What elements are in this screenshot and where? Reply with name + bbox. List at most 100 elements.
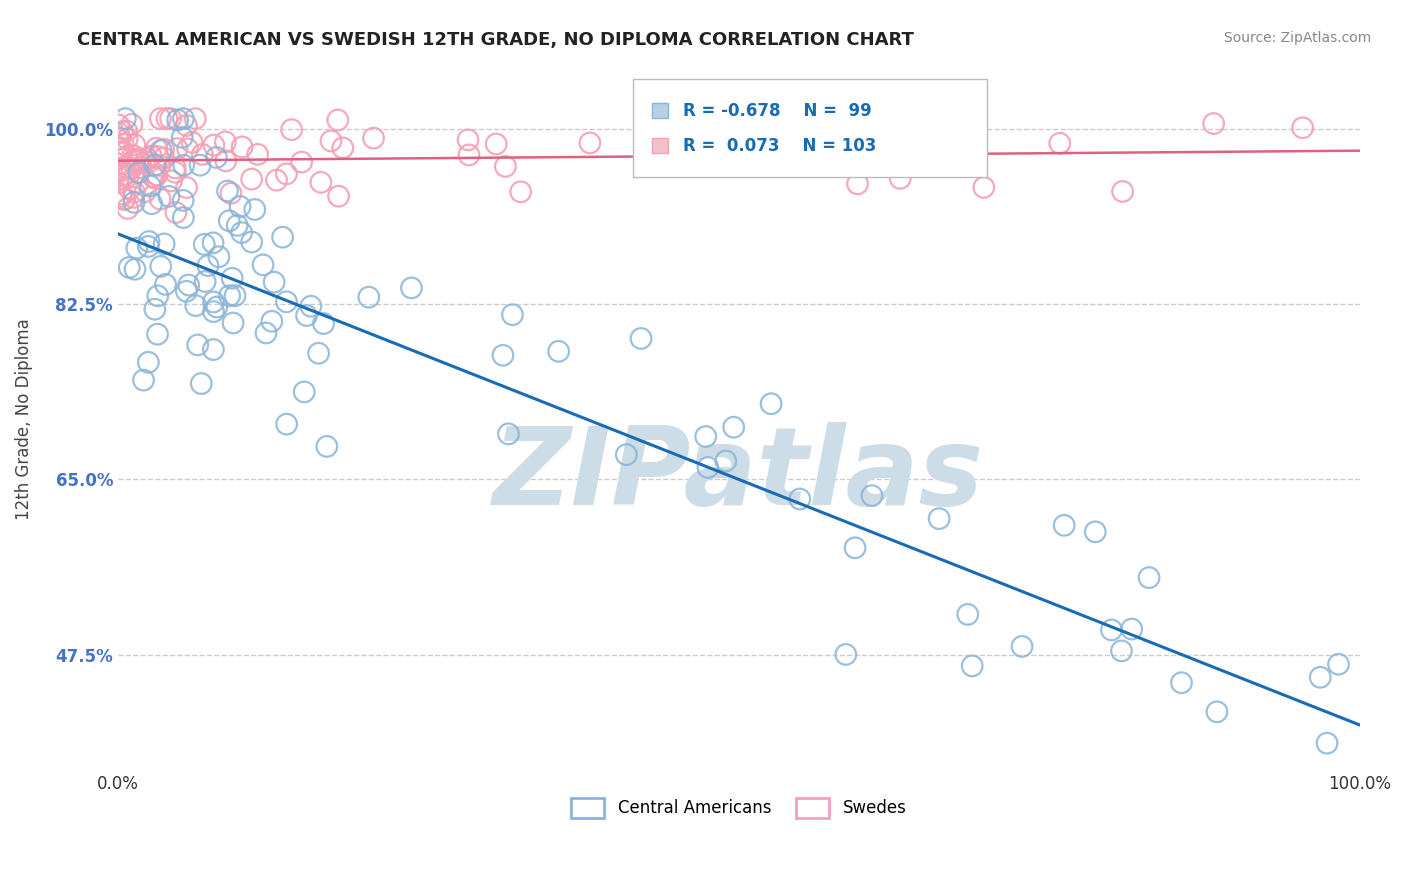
Point xyxy=(218,288,240,302)
Point xyxy=(221,271,243,285)
Point xyxy=(547,344,569,359)
Point xyxy=(1111,644,1133,658)
Point xyxy=(205,151,228,165)
Text: Source: ZipAtlas.com: Source: ZipAtlas.com xyxy=(1223,31,1371,45)
Point xyxy=(127,154,149,169)
FancyBboxPatch shape xyxy=(633,79,987,178)
Point xyxy=(187,338,209,352)
Point xyxy=(1011,640,1033,654)
Point xyxy=(498,426,520,441)
Point xyxy=(121,148,143,162)
Point xyxy=(772,123,794,137)
Point xyxy=(956,607,979,622)
Point xyxy=(263,275,285,289)
Point xyxy=(128,152,150,166)
Point xyxy=(166,112,188,127)
Point xyxy=(205,300,228,314)
Point xyxy=(291,155,314,169)
Point xyxy=(124,185,146,199)
Point xyxy=(121,117,143,131)
Point xyxy=(150,144,173,158)
Point xyxy=(222,316,245,330)
Point xyxy=(136,239,159,253)
Point xyxy=(1202,116,1225,130)
Point xyxy=(326,113,349,128)
Point xyxy=(509,185,531,199)
Point xyxy=(110,141,132,155)
Point xyxy=(172,194,194,208)
Point xyxy=(132,373,155,387)
Point xyxy=(107,126,129,140)
Point xyxy=(107,157,129,171)
Point xyxy=(152,151,174,165)
Text: CENTRAL AMERICAN VS SWEDISH 12TH GRADE, NO DIPLOMA CORRELATION CHART: CENTRAL AMERICAN VS SWEDISH 12TH GRADE, … xyxy=(77,31,914,49)
Point xyxy=(124,153,146,167)
Point xyxy=(143,158,166,172)
Point xyxy=(1049,136,1071,151)
Point xyxy=(1206,705,1229,719)
Point xyxy=(146,327,169,342)
Point xyxy=(134,185,156,199)
Point xyxy=(363,131,385,145)
Point xyxy=(110,189,132,203)
Point xyxy=(308,346,330,360)
Point xyxy=(309,175,332,189)
Point xyxy=(112,192,135,206)
Point xyxy=(579,136,602,150)
Point xyxy=(145,141,167,155)
Point xyxy=(115,124,138,138)
Point xyxy=(224,288,246,302)
Point xyxy=(332,141,354,155)
Point xyxy=(190,376,212,391)
Point xyxy=(181,136,204,150)
Point xyxy=(159,112,181,126)
Point xyxy=(122,195,145,210)
Point xyxy=(193,237,215,252)
Point xyxy=(240,235,263,249)
Point xyxy=(127,153,149,168)
Point xyxy=(110,171,132,186)
Point xyxy=(197,259,219,273)
Point xyxy=(172,112,194,126)
Legend: Central Americans, Swedes: Central Americans, Swedes xyxy=(564,791,914,825)
Point xyxy=(157,189,180,203)
Point xyxy=(696,460,718,475)
Point xyxy=(136,152,159,166)
Point xyxy=(202,343,225,357)
Point xyxy=(173,158,195,172)
Point xyxy=(146,149,169,163)
Point xyxy=(723,420,745,434)
Point xyxy=(1101,623,1123,637)
Point xyxy=(724,150,747,164)
Point xyxy=(252,258,274,272)
Point xyxy=(143,302,166,317)
Point xyxy=(111,136,134,151)
Point xyxy=(202,235,225,250)
Point xyxy=(177,278,200,293)
Point xyxy=(136,155,159,169)
Point xyxy=(276,417,298,432)
Point xyxy=(1327,657,1350,672)
Point xyxy=(688,159,710,173)
Point xyxy=(118,260,141,275)
Point xyxy=(243,202,266,217)
Point xyxy=(231,140,253,154)
Point xyxy=(118,182,141,196)
Point xyxy=(115,150,138,164)
Point xyxy=(254,326,277,340)
Point xyxy=(226,219,249,233)
Point xyxy=(630,331,652,345)
Point xyxy=(616,448,638,462)
Point xyxy=(457,133,479,147)
Point xyxy=(758,153,780,168)
Point xyxy=(138,235,160,249)
Point xyxy=(312,317,335,331)
Point xyxy=(184,112,207,126)
Point xyxy=(160,174,183,188)
Point xyxy=(295,309,318,323)
Point xyxy=(1309,670,1331,684)
Point xyxy=(191,147,214,161)
Point xyxy=(716,125,738,139)
Point xyxy=(271,230,294,244)
Point xyxy=(714,454,737,468)
